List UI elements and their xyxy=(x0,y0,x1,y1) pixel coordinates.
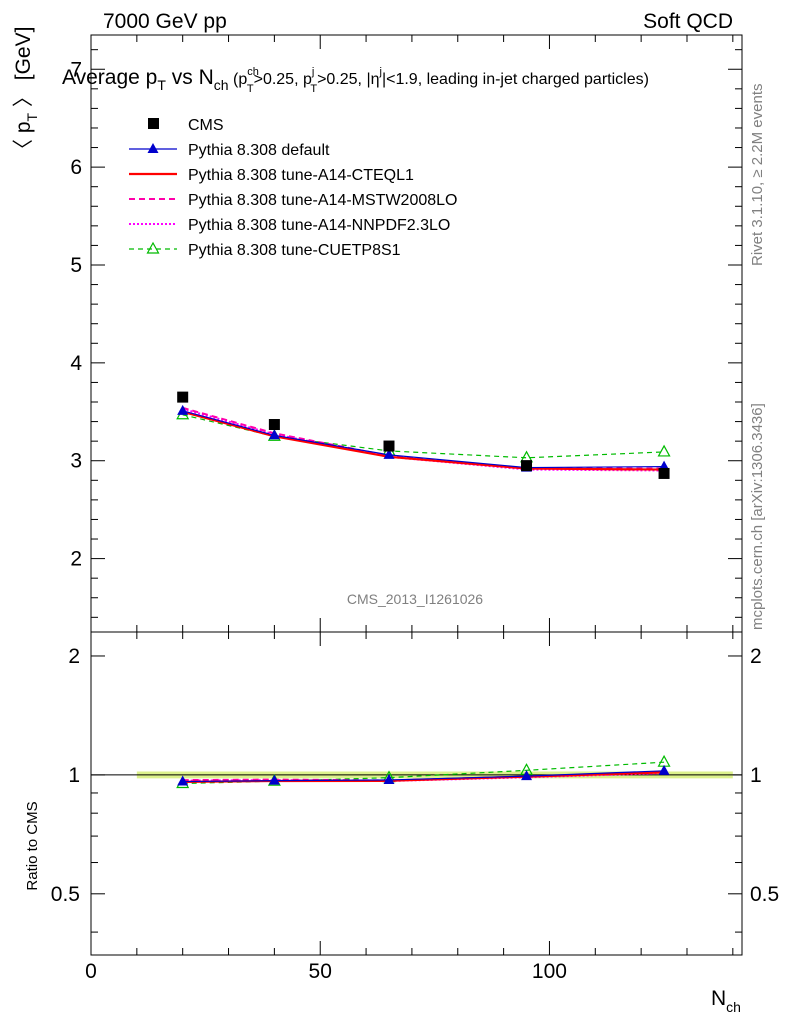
ratio-point-cuetp8s1 xyxy=(657,754,671,767)
main-point-cms xyxy=(658,467,670,479)
ratio-line-mstw xyxy=(182,771,665,782)
ratio-tick-label-right: 2 xyxy=(750,645,762,668)
main-line-cuetp8s1 xyxy=(182,414,665,459)
main-point-default xyxy=(268,429,280,440)
legend-label-nnpdf: Pythia 8.308 tune-A14-NNPDF2.3LO xyxy=(188,217,450,234)
main-point-cms xyxy=(521,460,533,472)
ratio-tick-label: 1 xyxy=(68,764,80,787)
legend-marker-cms xyxy=(148,118,159,129)
legend-label-default: Pythia 8.308 default xyxy=(188,142,330,159)
main-point-cuetp8s1 xyxy=(657,444,671,457)
ratio-point-default xyxy=(521,770,533,781)
ratio-point-default xyxy=(177,775,189,786)
legend-label-cteql1: Pythia 8.308 tune-A14-CTEQL1 xyxy=(188,167,414,184)
main-point-cms xyxy=(383,440,395,452)
x-tick-label: 100 xyxy=(532,960,567,983)
legend-label-cuetp8s1: Pythia 8.308 tune-CUETP8S1 xyxy=(188,242,401,259)
ratio-point-default xyxy=(268,774,280,785)
legend-marker-default xyxy=(147,143,159,153)
mcplots-note: mcplots.cern.ch [arXiv:1306.3436] xyxy=(749,403,766,630)
x-tick-label: 50 xyxy=(309,960,332,983)
main-series xyxy=(176,391,671,479)
ratio-series xyxy=(91,754,742,789)
ratio-point-default xyxy=(383,773,395,784)
main-point-cms xyxy=(177,391,189,403)
ratio-panel-frame xyxy=(90,631,743,956)
y-tick-label: 5 xyxy=(70,254,82,277)
ratio-axis-label: Ratio to CMS xyxy=(24,801,41,890)
header-right: Soft QCD xyxy=(643,10,733,33)
plot-title: Average pT vs Nch (pch T>0.25, pj T>0.25, … xyxy=(62,66,649,95)
ratio-tick-label-right: 0.5 xyxy=(750,883,779,906)
main-point-default xyxy=(383,448,395,459)
ratio-tick-label: 2 xyxy=(68,645,80,668)
legend-label-mstw: Pythia 8.308 tune-A14-MSTW2008LO xyxy=(188,192,457,209)
main-point-default xyxy=(177,404,189,415)
main-line-nnpdf xyxy=(182,407,665,472)
legend: CMS Pythia 8.308 default Pythia 8.308 tune… xyxy=(129,117,457,259)
main-line-cteql1 xyxy=(182,410,665,471)
rivet-note: Rivet 3.1.10, ≥ 2.2M events xyxy=(749,84,766,267)
ratio-tick-label: 0.5 xyxy=(51,883,80,906)
y-tick-label: 7 xyxy=(70,58,82,81)
legend-marker-cuetp8s1 xyxy=(146,241,160,254)
y-axis-label: 〈 pT 〉 [GeV] xyxy=(12,27,40,160)
y-tick-label: 2 xyxy=(70,548,82,571)
ratio-point-default xyxy=(658,764,670,775)
analysis-label: CMS_2013_I1261026 xyxy=(347,591,483,607)
x-tick-label: 0 xyxy=(85,960,97,983)
legend-label-cms: CMS xyxy=(188,117,224,134)
ratio-line-cuetp8s1 xyxy=(182,761,665,785)
x-axis-label: Nch xyxy=(711,987,741,1015)
header-left: 7000 GeV pp xyxy=(103,10,227,33)
axis-ticks: 0 50 100 2 3 4 5 6 7 0.5 0.5 1 1 2 2 xyxy=(51,35,779,983)
ratio-tick-label-right: 1 xyxy=(750,764,762,787)
y-tick-label: 6 xyxy=(70,156,82,179)
y-tick-label: 3 xyxy=(70,450,82,473)
main-point-cms xyxy=(268,419,280,431)
y-tick-label: 4 xyxy=(70,352,82,375)
